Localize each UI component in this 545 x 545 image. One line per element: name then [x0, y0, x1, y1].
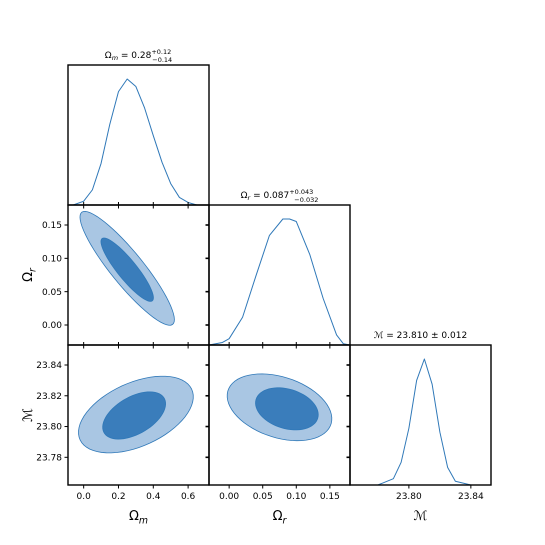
y-tick-label: 0.15	[42, 221, 62, 231]
y-tick-label: 23.80	[36, 423, 62, 433]
y-axis-label-group-2: ℳ	[21, 408, 36, 422]
y-tick-label: 0.00	[42, 321, 62, 331]
x-tick-label: 0.0	[77, 492, 92, 502]
x-tick-label: 0.4	[146, 492, 161, 502]
marginal-curve-1	[209, 218, 350, 345]
y-axis-label-1: Ωr	[21, 267, 39, 282]
panel-frame-r1c1	[208, 204, 351, 346]
marginal-title-1: Ωr = 0.087+0.043 −0.032	[241, 188, 319, 204]
y-axis-label-group-1: Ωr	[21, 267, 39, 282]
y-tick-label: 23.84	[36, 361, 62, 371]
y-tick-label: 23.78	[36, 454, 62, 464]
x-axis-label-0: Ωm	[129, 509, 148, 527]
x-axis-label-1: Ωr	[273, 509, 288, 527]
contour-68-r2c0	[102, 391, 166, 440]
marginal-curve-0	[73, 78, 206, 205]
x-tick-label: 23.80	[396, 492, 422, 502]
y-tick-label: 0.10	[42, 255, 62, 265]
contour-68-r1c0	[100, 237, 154, 302]
x-tick-label: 23.84	[458, 492, 484, 502]
panel-frame-r0c0	[67, 64, 210, 206]
marginal-curve-2	[350, 358, 491, 485]
x-tick-label: 0.00	[219, 492, 239, 502]
x-axis-label-2: ℳ	[414, 509, 428, 524]
x-tick-label: 0.10	[286, 492, 306, 502]
x-tick-label: 0.6	[181, 492, 196, 502]
marginal-title-2: ℳ = 23.810 ± 0.012	[374, 331, 467, 341]
y-tick-label: 0.05	[42, 288, 62, 298]
panel-frame-r2c2	[349, 344, 492, 486]
marginal-title-0: Ωm = 0.28+0.12 −0.14	[105, 48, 172, 64]
y-tick-label: 23.82	[36, 392, 62, 402]
y-axis-label-2: ℳ	[21, 408, 36, 422]
contour-68-r2c1	[255, 387, 319, 431]
x-tick-label: 0.05	[253, 492, 273, 502]
x-tick-label: 0.15	[320, 492, 340, 502]
x-tick-label: 0.2	[111, 492, 125, 502]
